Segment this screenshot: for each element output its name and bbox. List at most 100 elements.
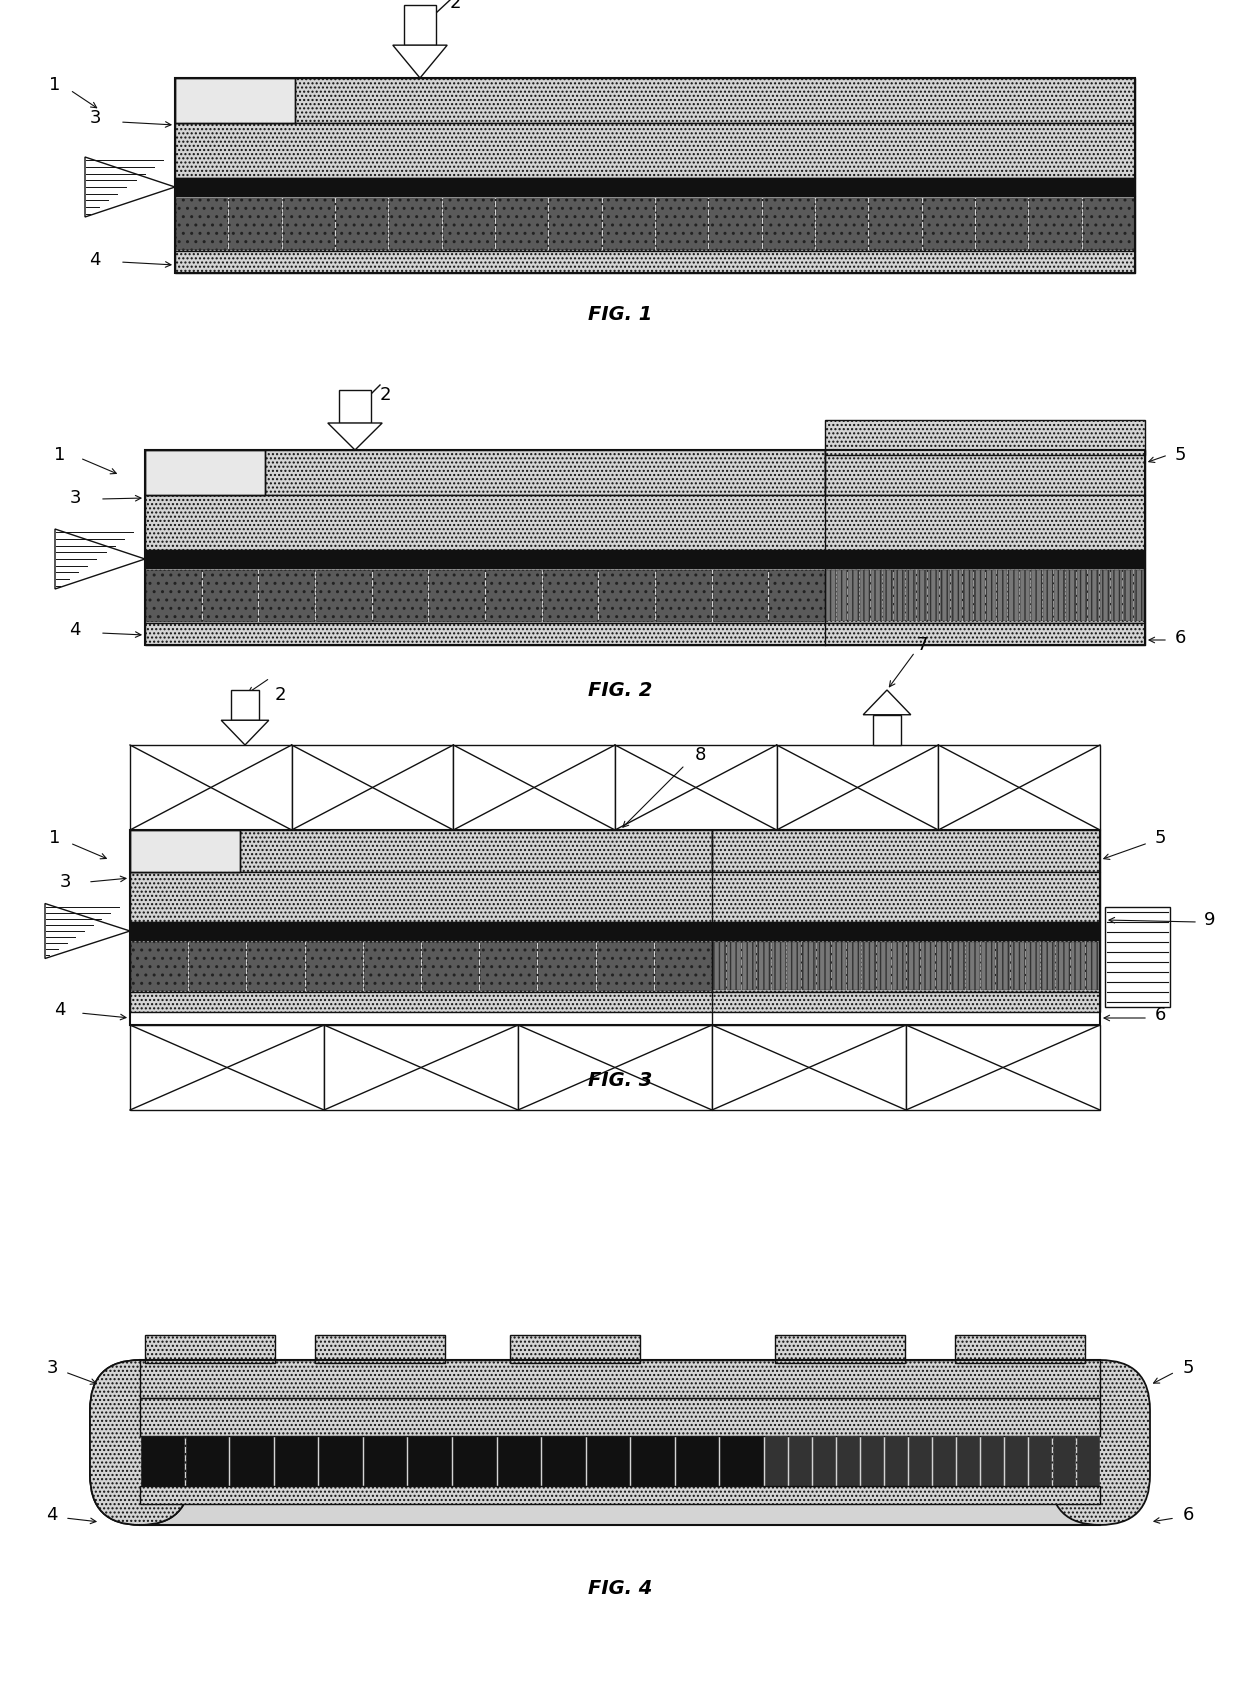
Bar: [140, 1398, 1100, 1436]
Bar: [316, 570, 371, 621]
Bar: [538, 942, 595, 989]
Bar: [966, 942, 980, 989]
Bar: [145, 496, 1145, 550]
Bar: [894, 570, 904, 621]
Bar: [175, 78, 1135, 122]
Polygon shape: [863, 691, 911, 714]
Bar: [336, 199, 387, 249]
Text: FIG. 1: FIG. 1: [588, 305, 652, 324]
Bar: [676, 1436, 718, 1487]
Bar: [825, 450, 1145, 496]
Bar: [202, 570, 258, 621]
Bar: [175, 195, 1135, 251]
Bar: [141, 1436, 184, 1487]
Bar: [1019, 570, 1030, 621]
Bar: [453, 1436, 496, 1487]
Bar: [916, 570, 928, 621]
Text: FIG. 2: FIG. 2: [588, 680, 652, 699]
Bar: [776, 745, 939, 830]
Bar: [324, 1025, 518, 1110]
Bar: [861, 1436, 883, 1487]
Text: 3: 3: [89, 109, 100, 127]
Text: 6: 6: [1182, 1505, 1194, 1524]
Bar: [712, 1025, 906, 1110]
Bar: [939, 745, 1100, 830]
Text: 1: 1: [50, 76, 61, 93]
Bar: [615, 745, 776, 830]
Bar: [175, 122, 1135, 178]
Bar: [363, 1436, 407, 1487]
Bar: [231, 691, 259, 720]
Polygon shape: [327, 423, 382, 450]
Bar: [145, 550, 1145, 568]
Bar: [1078, 1436, 1099, 1487]
Bar: [789, 1436, 811, 1487]
Bar: [957, 1436, 980, 1487]
Bar: [713, 570, 768, 621]
FancyBboxPatch shape: [91, 1359, 190, 1526]
Bar: [408, 1436, 451, 1487]
Bar: [631, 1436, 673, 1487]
Bar: [802, 942, 816, 989]
Bar: [976, 199, 1027, 249]
Bar: [497, 1436, 541, 1487]
Bar: [373, 570, 428, 621]
Bar: [955, 1336, 1085, 1363]
Bar: [454, 745, 615, 830]
Bar: [1029, 199, 1081, 249]
Bar: [906, 1025, 1100, 1110]
Text: 5: 5: [1174, 446, 1185, 463]
Bar: [883, 570, 893, 621]
Bar: [291, 745, 454, 830]
Bar: [1070, 942, 1085, 989]
Bar: [389, 199, 440, 249]
Polygon shape: [393, 46, 448, 78]
Bar: [130, 830, 712, 872]
Polygon shape: [86, 158, 175, 217]
Bar: [130, 745, 291, 830]
Bar: [1054, 570, 1064, 621]
Bar: [130, 830, 241, 872]
Bar: [175, 78, 295, 122]
Polygon shape: [55, 529, 145, 589]
Bar: [1085, 942, 1100, 989]
Bar: [1004, 1436, 1027, 1487]
Bar: [1122, 570, 1133, 621]
Bar: [773, 942, 786, 989]
Bar: [872, 570, 882, 621]
Text: 4: 4: [69, 621, 81, 640]
Text: FIG. 4: FIG. 4: [588, 1578, 652, 1597]
Bar: [743, 942, 756, 989]
FancyBboxPatch shape: [91, 1359, 190, 1526]
Bar: [229, 199, 280, 249]
Bar: [862, 942, 875, 989]
Bar: [763, 199, 813, 249]
Bar: [775, 1336, 905, 1363]
Bar: [813, 1436, 835, 1487]
Bar: [145, 568, 1145, 623]
Bar: [603, 199, 653, 249]
Bar: [905, 570, 916, 621]
Bar: [363, 942, 420, 989]
Bar: [817, 942, 831, 989]
Bar: [145, 1336, 275, 1363]
Text: 3: 3: [69, 489, 81, 507]
Bar: [848, 570, 859, 621]
Bar: [518, 1025, 712, 1110]
Bar: [816, 199, 867, 249]
Bar: [429, 570, 484, 621]
Bar: [940, 570, 950, 621]
Bar: [1065, 570, 1076, 621]
Bar: [909, 1436, 931, 1487]
Bar: [599, 570, 653, 621]
Bar: [765, 1436, 787, 1487]
Bar: [1053, 1436, 1075, 1487]
Bar: [1089, 570, 1099, 621]
Text: 4: 4: [55, 1001, 66, 1018]
Text: 1: 1: [50, 830, 61, 847]
Bar: [656, 570, 711, 621]
Text: 3: 3: [46, 1359, 58, 1376]
Bar: [885, 1436, 906, 1487]
Text: 4: 4: [46, 1505, 58, 1524]
Bar: [404, 5, 436, 46]
